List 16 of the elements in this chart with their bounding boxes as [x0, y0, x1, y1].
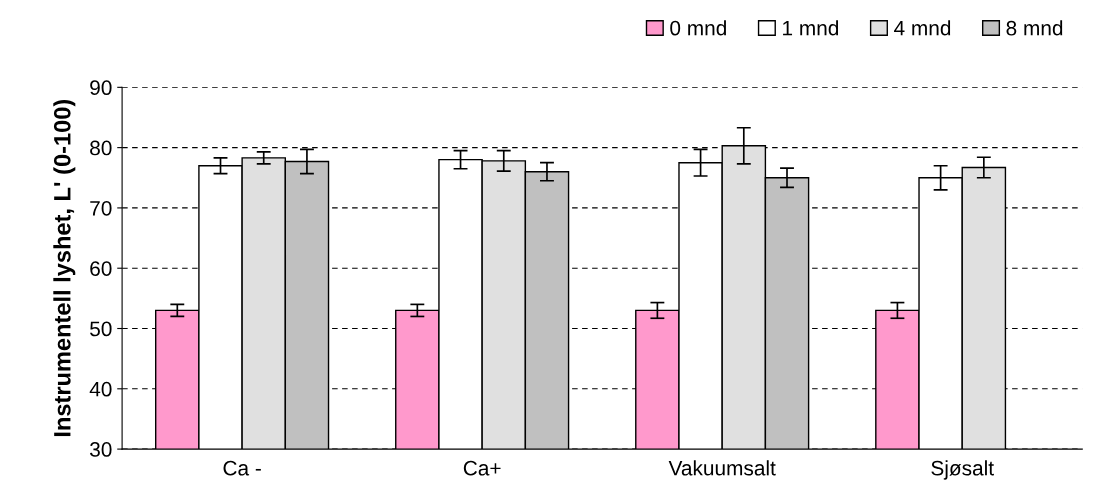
legend-label: 1 mnd: [783, 20, 839, 36]
legend-label: 8 mnd: [1006, 20, 1063, 36]
x-tick-label: Vakuumsalt: [668, 460, 776, 476]
y-axis-title: Instrumentell lyshet, L' (0-100): [53, 99, 76, 437]
x-tick-label: Ca+: [463, 460, 501, 476]
y-tick-label: 50: [90, 321, 112, 337]
y-tick-label: 70: [90, 200, 112, 216]
y-tick-label: 40: [89, 381, 112, 397]
y-tick-label: 90: [90, 80, 112, 96]
y-tick-label: 30: [90, 442, 112, 457]
legend-label: 0 mnd: [670, 20, 726, 36]
y-tick-label: 80: [90, 140, 112, 156]
legend-label: 4 mnd: [894, 20, 951, 36]
x-tick-label: Ca -: [223, 460, 261, 476]
y-tick-label: 60: [90, 261, 112, 276]
x-tick-label: Sjøsalt: [931, 460, 994, 480]
